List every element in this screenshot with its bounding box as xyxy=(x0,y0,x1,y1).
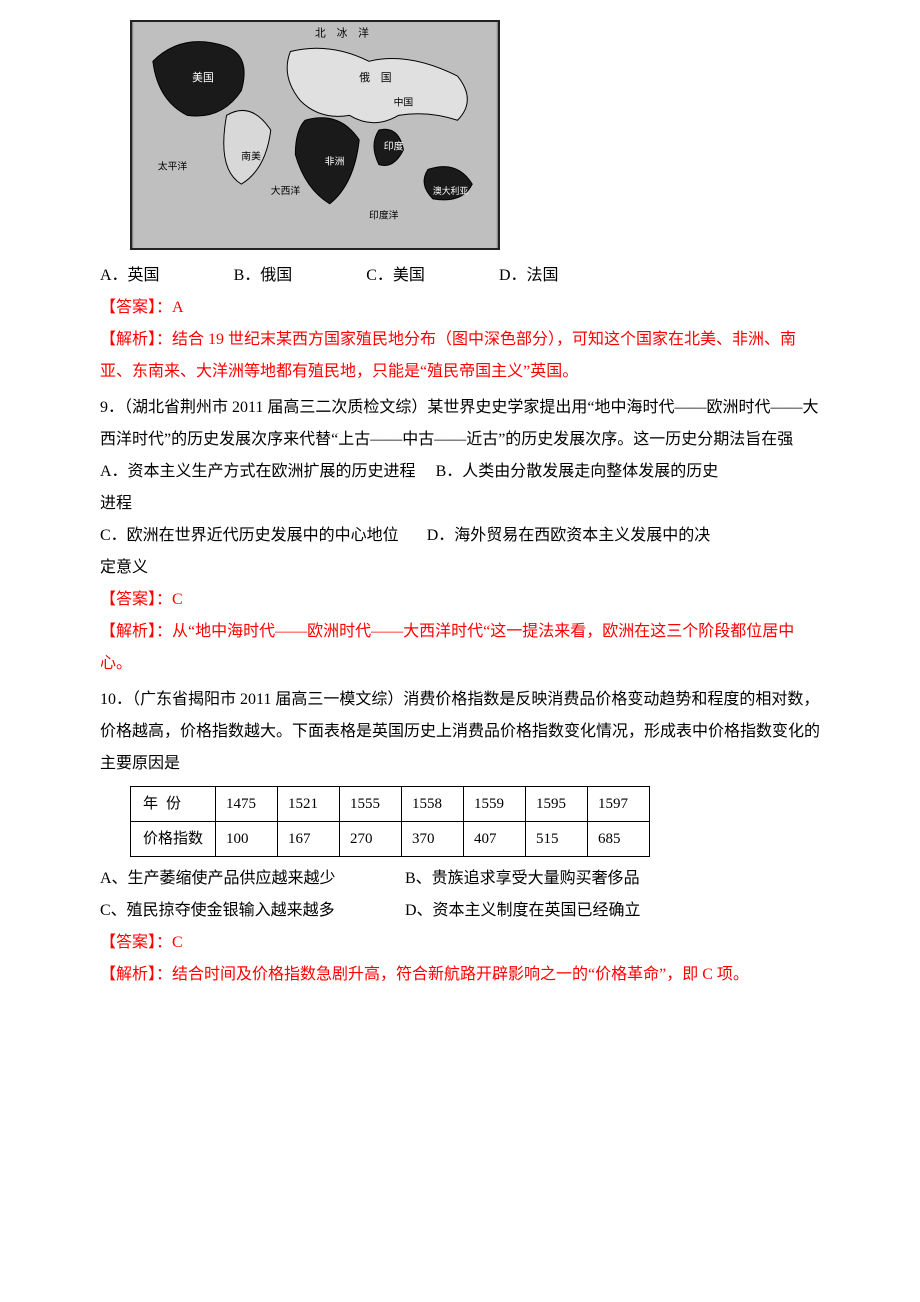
svg-text:大西洋: 大西洋 xyxy=(271,184,301,197)
value-cell: 100 xyxy=(216,822,278,857)
q8-option-d: D．法国 xyxy=(499,260,559,292)
svg-text:澳大利亚: 澳大利亚 xyxy=(433,185,468,196)
q8-option-a: A．英国 xyxy=(100,260,160,292)
q9-options-row2: C．欧洲在世界近代历史发展中的中心地位 D．海外贸易在西欧资本主义发展中的决 xyxy=(100,520,820,552)
q10-answer-value: C xyxy=(172,934,183,951)
q8-option-c: C．美国 xyxy=(366,260,425,292)
q9-option-c: C．欧洲在世界近代历史发展中的中心地位 xyxy=(100,527,399,544)
q10-explain-label: 【解析】： xyxy=(100,966,172,983)
q8-answer-value: A xyxy=(172,299,184,316)
q10-table-wrap: 年份 1475 1521 1555 1558 1559 1595 1597 价格… xyxy=(130,786,820,857)
q10-explain: 【解析】：结合时间及价格指数急剧升高，符合新航路开辟影响之一的“价格革命”，即 … xyxy=(100,959,820,991)
q10-option-b: B、贵族追求享受大量购买奢侈品 xyxy=(405,863,820,895)
q10-options-row2: C、殖民掠夺使金银输入越来越多 D、资本主义制度在英国已经确立 xyxy=(100,895,820,927)
q10-answer: 【答案】：C xyxy=(100,927,820,959)
svg-text:印度: 印度 xyxy=(384,140,404,153)
q9-options-row1: A．资本主义生产方式在欧洲扩展的历史进程 B．人类由分散发展走向整体发展的历史 xyxy=(100,456,820,488)
q9-option-b-tail: 进程 xyxy=(100,488,820,520)
q9-option-b-head: B．人类由分散发展走向整体发展的历史 xyxy=(436,463,719,480)
q10-option-d: D、资本主义制度在英国已经确立 xyxy=(405,895,820,927)
q9-explain-label: 【解析】： xyxy=(100,623,172,640)
year-cell: 1597 xyxy=(588,787,650,822)
q8-explain-text: 结合 19 世纪末某西方国家殖民地分布（图中深色部分），可知这个国家在北美、非洲… xyxy=(100,331,796,380)
svg-text:美国: 美国 xyxy=(192,71,214,84)
value-cell: 685 xyxy=(588,822,650,857)
q10-block: 10．（广东省揭阳市 2011 届高三一模文综）消费价格指数是反映消费品价格变动… xyxy=(100,684,820,991)
value-cell: 270 xyxy=(340,822,402,857)
q10-options-row1: A、生产萎缩使产品供应越来越少 B、贵族追求享受大量购买奢侈品 xyxy=(100,863,820,895)
q8-option-b: B．俄国 xyxy=(234,260,293,292)
svg-text:太平洋: 太平洋 xyxy=(158,159,188,172)
svg-text:印度洋: 印度洋 xyxy=(369,209,399,222)
q8-answer-label: 【答案】： xyxy=(100,299,172,316)
svg-text:北 冰 洋: 北 冰 洋 xyxy=(315,26,369,40)
q8-explain-label: 【解析】： xyxy=(100,331,172,348)
year-cell: 1521 xyxy=(278,787,340,822)
year-cell: 1595 xyxy=(526,787,588,822)
table-header-year: 年份 xyxy=(131,787,216,822)
value-cell: 167 xyxy=(278,822,340,857)
year-cell: 1559 xyxy=(464,787,526,822)
svg-text:南美: 南美 xyxy=(241,150,261,163)
q10-option-a: A、生产萎缩使产品供应越来越少 xyxy=(100,863,405,895)
value-cell: 407 xyxy=(464,822,526,857)
svg-text:俄 国: 俄 国 xyxy=(359,71,391,84)
q9-explain-text: 从“地中海时代——欧洲时代——大西洋时代“这一提法来看，欧洲在这三个阶段都位居中… xyxy=(100,623,794,672)
q8-answer: 【答案】：A xyxy=(100,292,820,324)
table-header-value: 价格指数 xyxy=(131,822,216,857)
q10-explain-text: 结合时间及价格指数急剧升高，符合新航路开辟影响之一的“价格革命”，即 C 项。 xyxy=(172,966,749,983)
q9-option-d-head: D．海外贸易在西欧资本主义发展中的决 xyxy=(427,527,711,544)
world-map-image: 北 冰 洋 美国 俄 国 中国 非洲 印度 南美 太平洋 大西洋 印度洋 澳大利… xyxy=(130,20,500,250)
q9-option-d-tail: 定意义 xyxy=(100,552,820,584)
q9-answer-label: 【答案】： xyxy=(100,591,172,608)
world-map-svg: 北 冰 洋 美国 俄 国 中国 非洲 印度 南美 太平洋 大西洋 印度洋 澳大利… xyxy=(132,22,498,248)
q9-block: 9．（湖北省荆州市 2011 届高三二次质检文综）某世界史史学家提出用“地中海时… xyxy=(100,392,820,680)
q10-answer-label: 【答案】： xyxy=(100,934,172,951)
q10-stem: 10．（广东省揭阳市 2011 届高三一模文综）消费价格指数是反映消费品价格变动… xyxy=(100,684,820,780)
value-cell: 515 xyxy=(526,822,588,857)
year-cell: 1558 xyxy=(402,787,464,822)
price-index-table: 年份 1475 1521 1555 1558 1559 1595 1597 价格… xyxy=(130,786,650,857)
q9-explain: 【解析】：从“地中海时代——欧洲时代——大西洋时代“这一提法来看，欧洲在这三个阶… xyxy=(100,616,820,680)
year-cell: 1475 xyxy=(216,787,278,822)
table-row-values: 价格指数 100 167 270 370 407 515 685 xyxy=(131,822,650,857)
value-cell: 370 xyxy=(402,822,464,857)
q9-answer: 【答案】：C xyxy=(100,584,820,616)
svg-text:中国: 中国 xyxy=(394,96,414,109)
year-cell: 1555 xyxy=(340,787,402,822)
q9-option-a: A．资本主义生产方式在欧洲扩展的历史进程 xyxy=(100,463,416,480)
table-row-years: 年份 1475 1521 1555 1558 1559 1595 1597 xyxy=(131,787,650,822)
q9-stem: 9．（湖北省荆州市 2011 届高三二次质检文综）某世界史史学家提出用“地中海时… xyxy=(100,392,820,456)
q8-explain: 【解析】：结合 19 世纪末某西方国家殖民地分布（图中深色部分），可知这个国家在… xyxy=(100,324,820,388)
q9-answer-value: C xyxy=(172,591,183,608)
svg-text:非洲: 非洲 xyxy=(325,155,345,167)
q8-options: A．英国 B．俄国 C．美国 D．法国 xyxy=(100,260,820,292)
q10-option-c: C、殖民掠夺使金银输入越来越多 xyxy=(100,895,405,927)
